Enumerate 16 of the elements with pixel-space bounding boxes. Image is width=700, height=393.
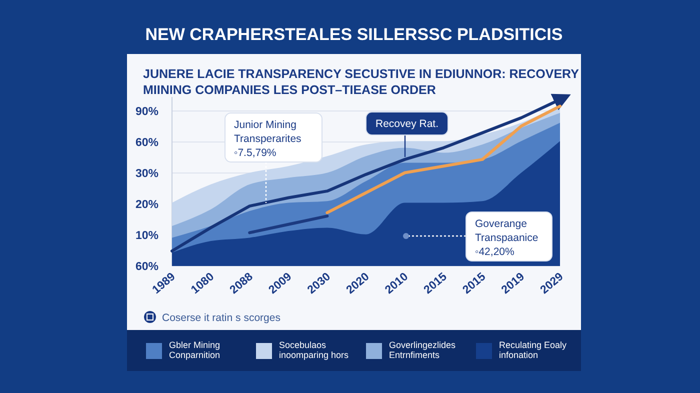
- legend-label: Reculating Eoaly infonation: [499, 340, 568, 360]
- text: 10%: [135, 230, 159, 242]
- annotation: Junior Mining Transperarites ◦7.5,79%: [234, 119, 302, 159]
- legend-label: Socebulaos inoomparing hors: [279, 340, 350, 360]
- annotation: Recovey Rat.: [375, 118, 439, 130]
- legend-label: Goverlingezlides Entrnfiments: [389, 340, 456, 360]
- text: 60%: [135, 261, 159, 274]
- text: 30%: [135, 168, 159, 180]
- text: 60%: [135, 137, 159, 150]
- annotation: Goverange Transpaanice ◦42,20%: [475, 218, 538, 258]
- chart-subtitle: JUNERE LACIE TRANSPARENCY SECUSTIVE IN EDIUNNOR: RECOVERY MIINING COMPANIES LES POST–TIEASE ORDER: [143, 67, 580, 97]
- text: Coserse it ratin s scorges: [162, 312, 280, 324]
- text: 90%: [135, 106, 159, 118]
- text: 20%: [135, 199, 159, 212]
- legend-label: Gbler Mining Conparnition: [169, 340, 220, 360]
- chart-title: NEW CRAPHERSTEALES SILLERSSC PLADSITICIS: [145, 25, 563, 44]
